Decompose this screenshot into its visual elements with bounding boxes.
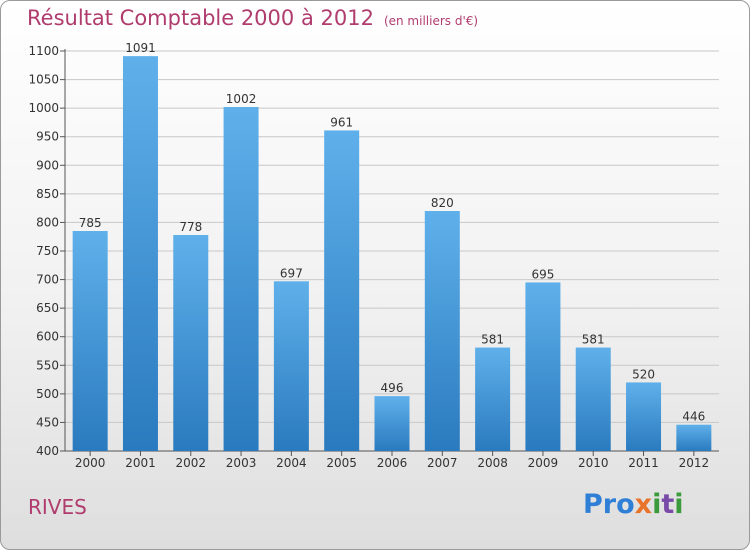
bars [72,56,712,452]
y-tick-label: 1100 [28,44,59,58]
data-label: 496 [381,381,404,395]
x-tick-label: 2012 [679,456,710,470]
chart-title: Résultat Comptable 2000 à 2012 [27,6,374,30]
y-tick-label: 850 [36,187,59,201]
x-tick-label: 2000 [75,456,106,470]
data-label: 785 [79,216,102,230]
y-tick-label: 650 [36,301,59,315]
y-tick-label: 950 [36,130,59,144]
bar [676,424,712,451]
bar [324,130,360,451]
data-label: 1002 [226,92,257,106]
chart-unit: (en milliers d'€) [383,14,479,28]
bar [475,347,511,451]
x-tick-label: 2010 [578,456,609,470]
y-tick-label: 800 [36,215,59,229]
y-tick-label: 500 [36,387,59,401]
bar [72,231,108,451]
x-tick-label: 2004 [276,456,307,470]
y-tick-label: 450 [36,415,59,429]
x-tick-label: 2007 [427,456,458,470]
bar [626,382,662,451]
data-label: 820 [431,196,454,210]
data-label: 581 [481,333,504,347]
y-tick-label: 600 [36,330,59,344]
data-label: 446 [682,410,705,424]
x-tick-label: 2001 [125,456,156,470]
bar [223,107,259,451]
data-label: 697 [280,266,303,280]
data-label: 961 [330,115,353,129]
logo-part-4: t [661,489,675,520]
logo-part-2: x [634,489,653,520]
x-tick-label: 2005 [326,456,357,470]
data-label: 778 [179,220,202,234]
x-tick-label: 2006 [377,456,408,470]
data-label: 581 [582,333,605,347]
x-tick-label: 2008 [477,456,508,470]
data-label: 695 [531,267,554,281]
bar [424,211,460,451]
x-tick-label: 2011 [628,456,659,470]
data-labels: 785 1091 778 1002 697 961 496 820 581 695 581 520 44… [79,41,706,424]
bar [374,396,410,451]
x-tick-label: 2003 [226,456,257,470]
logo-part-3: i [652,489,662,520]
y-tick-label: 700 [36,273,59,287]
x-tick-label: 2009 [528,456,559,470]
y-tick-label: 400 [36,444,59,458]
place-name: RIVES [28,495,87,519]
y-tick-label: 1000 [28,101,59,115]
y-tick-label: 1050 [28,73,59,87]
bar [122,56,158,452]
y-tick-label: 550 [36,358,59,372]
proxiti-logo[interactable]: Proxiti [583,489,684,520]
bar [173,235,209,451]
chart-title-block: Résultat Comptable 2000 à 2012 (en millie… [27,6,478,30]
y-tick-label: 750 [36,244,59,258]
data-label: 1091 [125,41,156,55]
x-tick-label: 2002 [175,456,206,470]
logo-part-5: i [674,489,684,520]
bar [525,282,561,451]
logo-part-1: Pro [583,489,635,520]
y-tick-label: 900 [36,158,59,172]
axes: 400 450 500 550 600 650 700 750 800 850 900 950 1000… [28,44,719,470]
bar [273,281,309,451]
data-label: 520 [632,367,655,381]
bar [575,347,611,451]
